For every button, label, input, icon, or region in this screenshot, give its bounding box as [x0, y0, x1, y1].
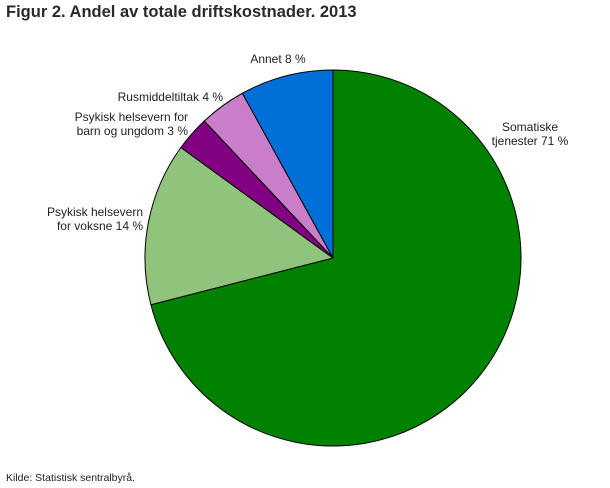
pie-slice — [150, 69, 522, 447]
chart-title: Figur 2. Andel av totale driftskostnader… — [6, 3, 357, 21]
pie-slice — [144, 147, 334, 306]
slice-label: Psykisk helsevern for voksne 14 % — [47, 205, 143, 233]
pie-slices — [144, 69, 522, 447]
slice-label: Somatiske tjenester 71 % — [492, 120, 569, 148]
slice-label: Psykisk helsevern for barn og ungdom 3 % — [75, 110, 189, 138]
slice-label: Annet 8 % — [250, 52, 306, 66]
pie-labels: Somatiske tjenester 71 % Psykisk helsevern… — [47, 52, 569, 233]
slice-label: Rusmiddeltiltak 4 % — [118, 90, 224, 104]
pie-slice — [241, 69, 334, 259]
source-note: Kilde: Statistisk sentralbyrå. — [6, 472, 135, 484]
